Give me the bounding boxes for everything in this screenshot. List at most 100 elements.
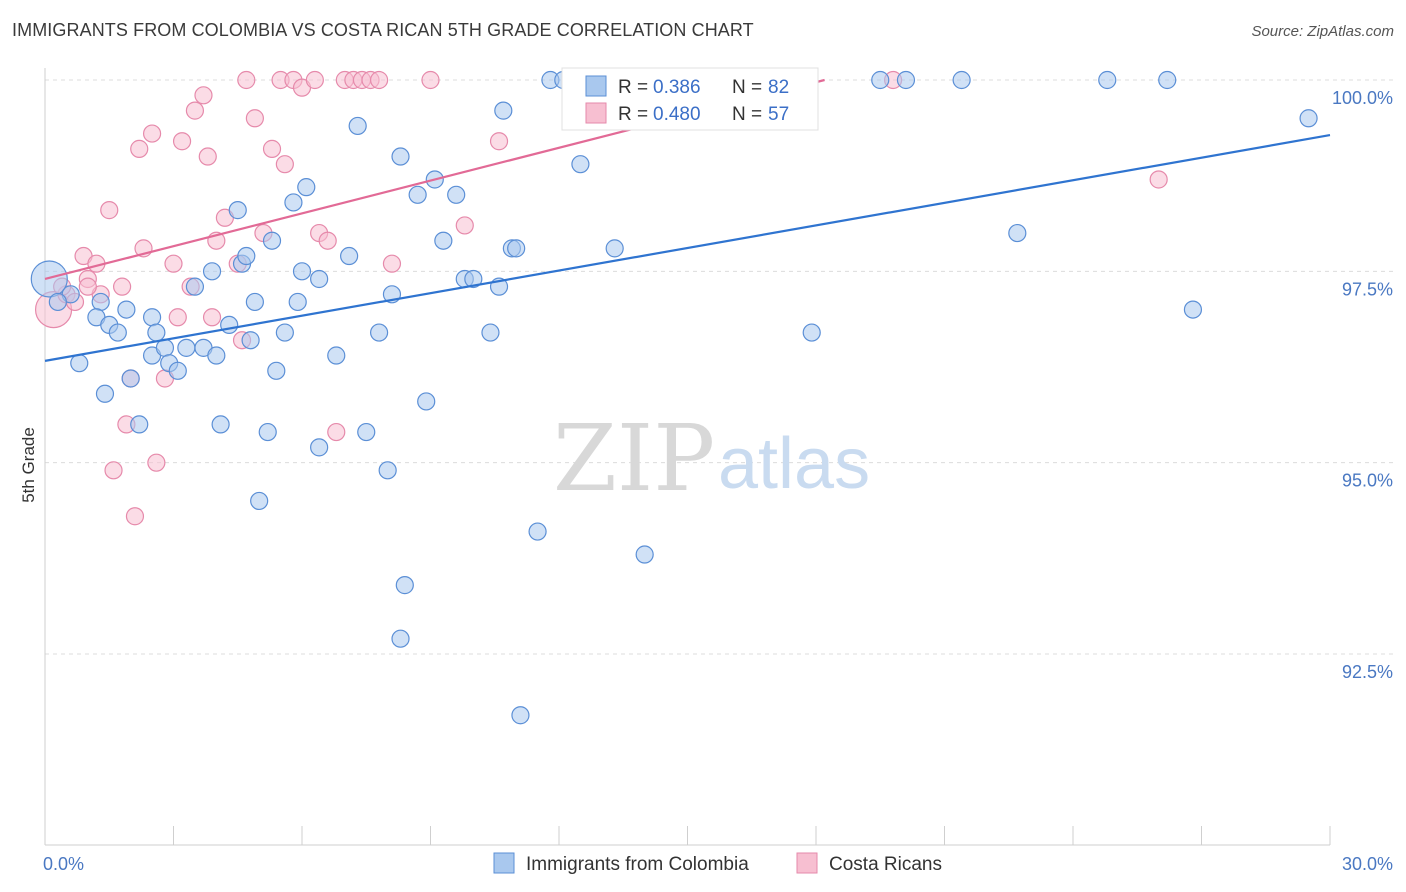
colombia-point-72 <box>802 323 821 342</box>
colombia-point-9 <box>95 384 115 403</box>
colombia-point-49 <box>391 629 410 648</box>
series-legend-swatch-colombia <box>493 852 515 874</box>
colombia-point-33 <box>275 323 294 342</box>
y-axis-label-group: 5th Grade <box>19 427 38 503</box>
colombia-point-35 <box>288 292 307 312</box>
colombia-point-51 <box>417 392 436 411</box>
y-tick-label-0: 92.5% <box>1342 662 1393 682</box>
colombia-point-18 <box>185 277 205 296</box>
costa-ricans-point-38 <box>305 70 324 90</box>
legend-n-label-colombia: N = <box>732 77 762 98</box>
colombia-point-30 <box>258 422 277 442</box>
colombia-point-53 <box>434 231 453 250</box>
colombia-point-54 <box>447 185 466 204</box>
costa-ricans-point-15 <box>142 124 162 143</box>
y-tick-label-3: 100.0% <box>1332 88 1393 108</box>
colombia-point-17 <box>177 338 196 357</box>
colombia-point-59 <box>494 101 513 120</box>
colombia-point-22 <box>220 315 239 335</box>
colombia-trend-line <box>44 134 1331 362</box>
colombia-point-2 <box>91 292 110 312</box>
costa-ricans-point-46 <box>370 70 389 90</box>
costa-ricans-point-7 <box>100 201 119 220</box>
costa-ricans-point-35 <box>275 155 294 174</box>
y-axis-label: 5th Grade <box>19 427 38 503</box>
costa-ricans-point-41 <box>327 422 346 442</box>
x-tick-labels: 0.0% 30.0% <box>43 854 1393 874</box>
costa-ricans-point-40 <box>318 231 337 250</box>
colombia-point-31 <box>262 231 282 250</box>
legend-r-label-colombia: R = <box>618 77 648 98</box>
watermark: ZIP atlas <box>553 405 870 512</box>
colombia-point-23 <box>211 415 230 434</box>
colombia-point-38 <box>310 269 329 289</box>
colombia-point-61 <box>507 239 526 258</box>
watermark-atlas: atlas <box>718 424 870 504</box>
colombia-point-43 <box>357 422 376 442</box>
colombia-point-63 <box>528 522 547 541</box>
grid-lines <box>45 79 1395 655</box>
costa-ricans-point-50 <box>489 132 509 151</box>
costa-ricans-point-18 <box>164 254 183 273</box>
series-legend-colombia: Immigrants from Colombia <box>526 854 749 875</box>
costa-ricans-point-48 <box>421 70 440 90</box>
colombia-point-57 <box>481 323 500 342</box>
colombia-point-12 <box>147 323 166 342</box>
colombia-point-39 <box>310 438 329 457</box>
colombia-point-40 <box>327 346 346 365</box>
costa-ricans-point-12 <box>125 507 145 526</box>
colombia-point-73 <box>871 70 890 90</box>
costa-ricans-point-56 <box>78 277 97 296</box>
colombia-point-75 <box>952 70 971 90</box>
watermark-zip: ZIP <box>553 405 715 512</box>
colombia-point-78 <box>1158 70 1177 90</box>
colombia-point-79 <box>1183 300 1203 319</box>
costa-ricans-point-19 <box>168 308 187 327</box>
legend-swatch-colombia <box>585 75 607 97</box>
y-tick-label-1: 95.0% <box>1342 471 1393 491</box>
legend-n-value-costa-ricans: 57 <box>768 104 789 125</box>
colombia-point-56 <box>464 269 483 289</box>
axes <box>44 68 1331 846</box>
colombia-point-69 <box>635 545 654 564</box>
colombia-point-27 <box>241 331 260 350</box>
y-tick-labels: 92.5% 95.0% 97.5% 100.0% <box>1332 88 1393 682</box>
colombia-point-62 <box>511 706 530 725</box>
series-legend: Immigrants from Colombia Costa Ricans <box>493 852 942 875</box>
costa-ricans-point-13 <box>130 139 149 158</box>
colombia-point-10 <box>121 369 140 388</box>
colombia-point-44 <box>370 323 389 342</box>
legend-r-value-colombia: 0.386 <box>653 77 701 98</box>
costa-ricans-point-9 <box>112 277 132 296</box>
colombia-point-16 <box>168 361 187 380</box>
colombia-point-48 <box>395 576 414 595</box>
colombia-point-3 <box>117 300 136 319</box>
colombia-point-29 <box>250 491 269 511</box>
source-label: Source: ZipAtlas.com <box>1251 23 1394 40</box>
costa-ricans-point-25 <box>202 308 222 327</box>
colombia-point-26 <box>237 246 256 266</box>
colombia-point-11 <box>130 415 149 434</box>
costa-ricans-point-33 <box>262 139 282 158</box>
y-tick-label-2: 97.5% <box>1342 279 1393 299</box>
colombia-points <box>30 70 1318 725</box>
costa-ricans-point-30 <box>237 70 256 90</box>
colombia-point-77 <box>1098 70 1117 90</box>
colombia-point-50 <box>408 185 427 204</box>
series-legend-swatch-costa-ricans <box>796 852 818 874</box>
colombia-point-24 <box>228 201 247 220</box>
costa-ricans-point-20 <box>172 132 192 151</box>
costa-ricans-point-24 <box>198 147 217 166</box>
costa-ricans-point-47 <box>382 254 402 273</box>
legend-n-value-colombia: 82 <box>768 77 789 98</box>
colombia-point-6 <box>142 308 162 327</box>
colombia-point-28 <box>245 292 264 312</box>
colombia-point-45 <box>378 461 397 480</box>
stats-legend: R = 0.386 N = 82 R = 0.480 N = 57 <box>561 67 819 131</box>
colombia-point-37 <box>297 178 316 197</box>
costa-ricans-point-22 <box>185 101 205 120</box>
colombia-point-47 <box>391 147 410 166</box>
colombia-point-42 <box>348 116 367 136</box>
costa-ricans-point-49 <box>455 216 474 235</box>
